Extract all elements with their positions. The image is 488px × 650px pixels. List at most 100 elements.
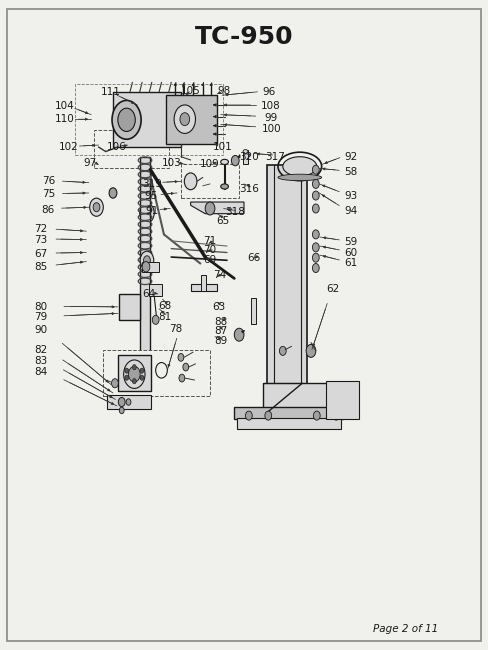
Text: 97: 97	[83, 158, 96, 168]
Text: 91: 91	[145, 206, 159, 216]
Bar	[326, 382, 360, 419]
Text: 105: 105	[181, 86, 201, 96]
Circle shape	[123, 360, 145, 389]
Circle shape	[152, 315, 159, 324]
Text: 92: 92	[344, 151, 357, 162]
Ellipse shape	[221, 159, 228, 164]
Bar	[107, 395, 151, 409]
Bar	[94, 129, 169, 168]
Bar	[166, 96, 217, 144]
Text: 81: 81	[158, 312, 171, 322]
Text: 72: 72	[35, 224, 48, 234]
Text: 88: 88	[214, 317, 227, 328]
Text: 101: 101	[213, 142, 232, 152]
Bar	[202, 275, 206, 291]
Text: 83: 83	[35, 356, 48, 365]
Text: 67: 67	[35, 249, 48, 259]
Text: 319: 319	[142, 179, 162, 189]
Bar	[234, 407, 344, 419]
Bar	[142, 369, 150, 396]
Bar	[75, 84, 223, 155]
Bar	[243, 150, 248, 164]
Text: 111: 111	[101, 87, 121, 97]
Circle shape	[312, 243, 319, 252]
Circle shape	[143, 209, 150, 218]
Circle shape	[265, 411, 272, 420]
Text: 317: 317	[265, 151, 285, 162]
Text: 73: 73	[35, 235, 48, 244]
Text: 69: 69	[203, 255, 217, 265]
Circle shape	[180, 112, 190, 125]
Circle shape	[140, 203, 154, 223]
Circle shape	[128, 367, 140, 382]
Text: 70: 70	[203, 245, 217, 255]
Ellipse shape	[278, 174, 322, 181]
Circle shape	[280, 346, 286, 356]
Polygon shape	[264, 384, 331, 412]
Text: TC-950: TC-950	[195, 25, 293, 49]
Circle shape	[312, 179, 319, 188]
Text: 94: 94	[344, 206, 357, 216]
Text: Page 2 of 11: Page 2 of 11	[373, 624, 438, 634]
Text: 59: 59	[344, 237, 357, 247]
Text: 65: 65	[216, 216, 229, 226]
Bar	[149, 284, 162, 296]
Circle shape	[234, 328, 244, 341]
Circle shape	[118, 398, 125, 406]
Circle shape	[140, 368, 144, 373]
Text: 318: 318	[225, 207, 245, 217]
Text: 86: 86	[41, 205, 54, 214]
Text: 109: 109	[200, 159, 220, 170]
Text: 85: 85	[35, 262, 48, 272]
Circle shape	[109, 188, 117, 198]
Bar	[142, 262, 159, 272]
Polygon shape	[191, 202, 244, 214]
Bar	[237, 418, 341, 428]
Circle shape	[126, 399, 131, 405]
Text: 79: 79	[35, 312, 48, 322]
Text: 110: 110	[55, 114, 74, 124]
Text: 99: 99	[264, 113, 278, 123]
Circle shape	[93, 203, 100, 212]
Text: 68: 68	[158, 300, 171, 311]
Text: 102: 102	[59, 142, 78, 152]
Circle shape	[132, 365, 136, 370]
Bar	[181, 164, 239, 198]
Circle shape	[179, 374, 185, 382]
Text: 93: 93	[344, 190, 357, 201]
Text: 90: 90	[35, 325, 48, 335]
Text: 63: 63	[212, 302, 225, 312]
Circle shape	[183, 363, 189, 371]
Circle shape	[142, 261, 150, 272]
Bar	[118, 356, 151, 391]
Text: 80: 80	[35, 302, 48, 312]
Text: 95: 95	[144, 190, 158, 201]
Text: 78: 78	[169, 324, 183, 334]
Circle shape	[312, 230, 319, 239]
Bar	[113, 92, 181, 147]
Circle shape	[174, 105, 196, 133]
Circle shape	[245, 411, 252, 420]
Circle shape	[178, 354, 184, 361]
Circle shape	[125, 368, 129, 373]
Text: 87: 87	[214, 326, 227, 337]
Bar	[140, 157, 150, 370]
Circle shape	[312, 263, 319, 272]
Text: 61: 61	[344, 258, 357, 268]
Circle shape	[313, 411, 320, 420]
Text: 106: 106	[107, 142, 127, 152]
Circle shape	[140, 375, 144, 380]
Circle shape	[312, 253, 319, 262]
Circle shape	[312, 204, 319, 213]
Circle shape	[118, 108, 135, 131]
Circle shape	[231, 155, 239, 166]
Circle shape	[140, 251, 154, 269]
Circle shape	[312, 191, 319, 200]
Text: 64: 64	[142, 289, 156, 299]
Text: 104: 104	[55, 101, 74, 111]
Circle shape	[112, 100, 141, 139]
Bar	[251, 298, 256, 324]
Text: 84: 84	[35, 367, 48, 376]
Text: 82: 82	[35, 344, 48, 355]
Bar	[191, 283, 217, 291]
